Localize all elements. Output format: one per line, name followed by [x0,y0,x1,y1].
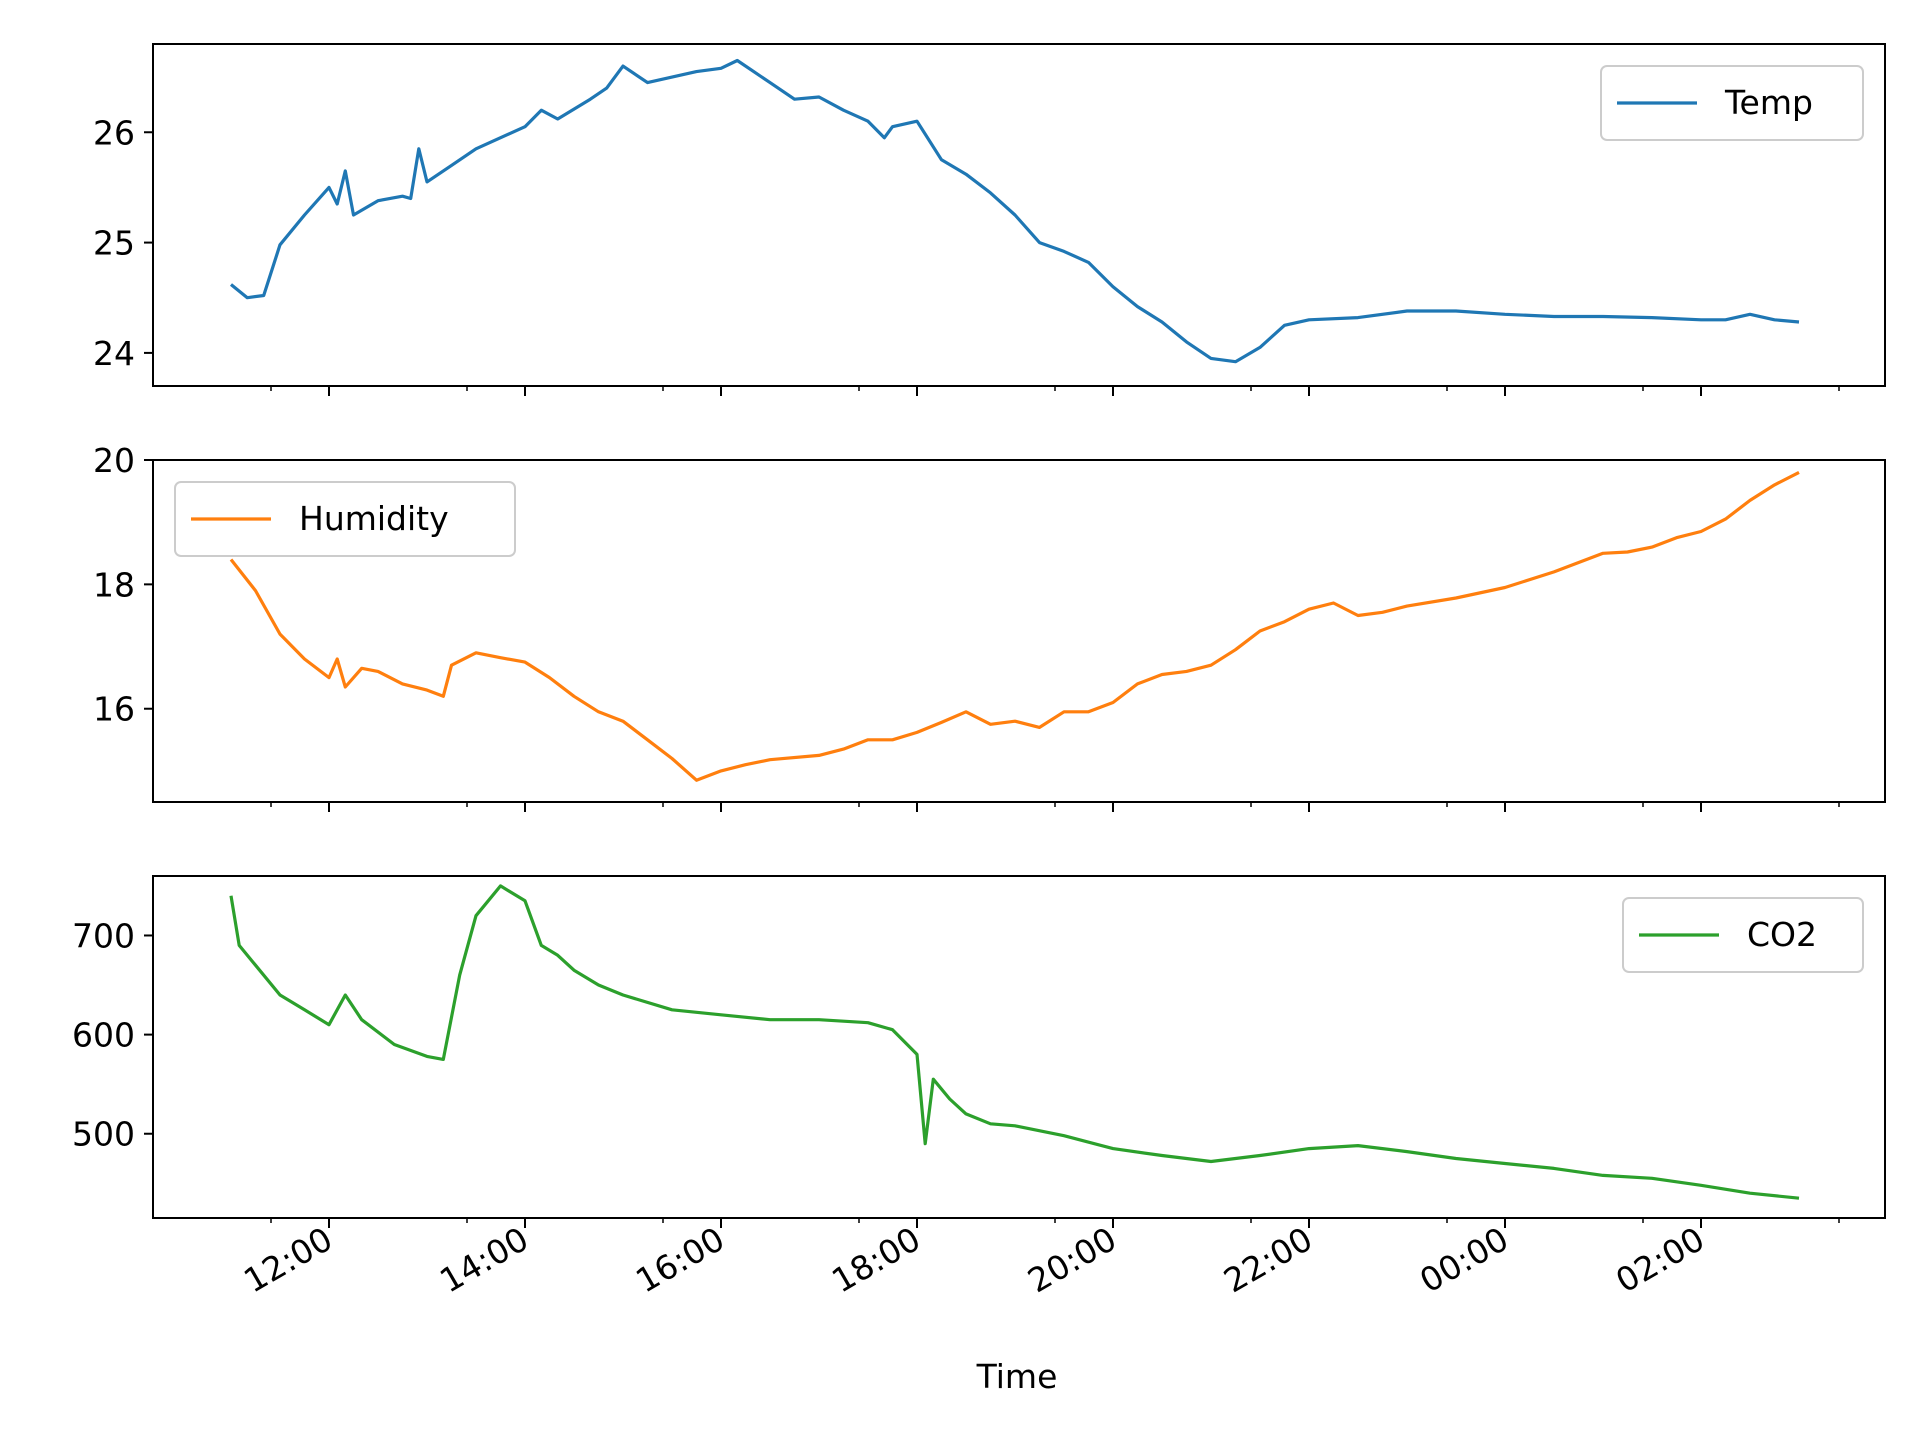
plot-frame [152,459,1886,803]
x-tick-label: 22:00 [1217,1219,1319,1300]
y-tick-label: 20 [93,441,135,480]
y-tick-label: 26 [93,113,135,152]
legend: Temp [1600,65,1864,141]
legend-label: CO2 [1747,915,1817,954]
co2-panel: 500 600 700 CO2 [72,875,1886,1228]
x-tick-label: 00:00 [1413,1219,1515,1300]
temp-panel: 24 25 26 Temp [93,43,1886,396]
legend-label: Temp [1724,83,1813,122]
x-tick-label: 14:00 [433,1219,535,1300]
legend-box [1600,65,1864,141]
x-axis-ticks: 12:00 14:00 16:00 18:00 20:00 22:00 00:00 02:00 [237,1219,1711,1300]
legend-label: Humidity [299,499,449,538]
y-tick-label: 24 [93,334,135,373]
plot-frame [152,875,1886,1219]
legend-box [1622,897,1864,973]
y-tick-label: 16 [93,690,135,729]
series-line-humidity [229,470,1800,782]
legend: Humidity [174,481,516,557]
x-axis-title: Time [976,1357,1058,1396]
x-tick-label: 18:00 [825,1219,927,1300]
y-tick-label: 18 [93,565,135,604]
legend: CO2 [1622,897,1864,973]
x-tick-label: 12:00 [237,1219,339,1300]
x-tick-label: 02:00 [1609,1219,1711,1300]
series-line-co2 [229,884,1800,1200]
x-tick-label: 20:00 [1021,1219,1123,1300]
x-tick-label: 16:00 [629,1219,731,1300]
legend-box [174,481,516,557]
humidity-panel: 16 18 20 Humidity [93,441,1886,812]
y-tick-label: 700 [72,916,135,955]
series-line-temp [229,58,1800,364]
plot-frame [152,43,1886,387]
y-tick-label: 600 [72,1016,135,1055]
y-tick-label: 25 [93,224,135,263]
y-tick-label: 500 [72,1115,135,1154]
